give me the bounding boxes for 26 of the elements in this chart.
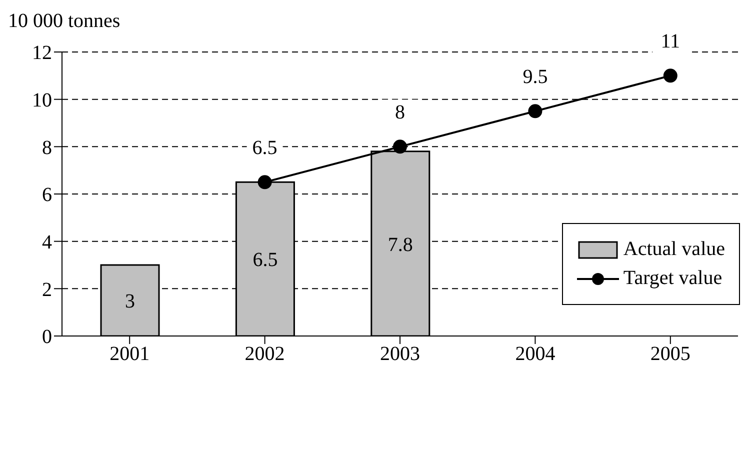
point: [258, 175, 272, 190]
point: [393, 140, 407, 154]
x-tick-label: 2005: [650, 343, 690, 366]
y-tick-label: 4: [42, 231, 52, 254]
data-label: 11: [660, 30, 680, 53]
data-label: 6.5: [252, 137, 278, 160]
legend-label: Target value: [623, 267, 722, 290]
data-label: 9.5: [522, 66, 548, 88]
y-tick-label: 0: [42, 326, 52, 348]
data-label: 8: [395, 102, 405, 124]
point: [663, 68, 678, 83]
x-tick-label: 2001: [110, 343, 150, 366]
legend-label: Actual value: [623, 238, 725, 261]
y-tick-label: 12: [32, 42, 52, 64]
x-tick-label: 2002: [244, 343, 285, 366]
y-tick-label: 6: [42, 184, 52, 206]
data-label: 3: [125, 290, 135, 313]
x-tick-label: 2003: [380, 343, 420, 366]
x-tick-label: 2004: [515, 343, 556, 366]
y-tick-label: 8: [42, 136, 52, 159]
y-axis-title: 10 000 tonnes: [8, 10, 120, 33]
data-label: 7.8: [388, 234, 413, 256]
y-tick-label: 2: [42, 278, 52, 301]
point: [528, 104, 542, 118]
data-label: 6.5: [252, 249, 278, 272]
y-tick-label: 10: [32, 89, 52, 112]
